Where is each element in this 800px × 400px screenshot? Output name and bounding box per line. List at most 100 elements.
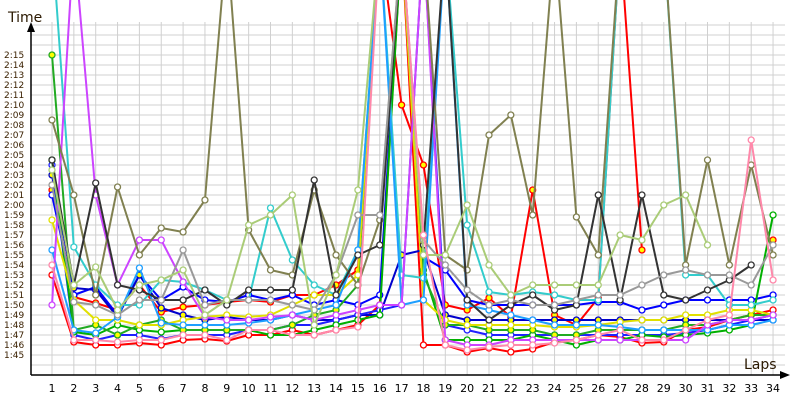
y-tick-label: 2:13 [4,71,24,81]
y-tick-label: 1:45 [4,351,24,361]
x-tick-label: 21 [482,382,496,395]
data-point [638,281,646,289]
data-point [179,278,187,286]
data-point [113,183,122,191]
data-point [310,176,318,184]
data-point [529,341,537,349]
data-point [747,261,755,269]
data-point [48,51,56,59]
x-tick-label: 14 [329,382,343,395]
data-point [288,321,297,329]
data-point [463,296,471,304]
data-point [747,316,755,324]
series-blue-2 [48,0,777,344]
data-point [507,311,515,319]
x-tick-label: 5 [136,382,143,395]
data-point [157,304,165,312]
data-point [266,286,275,294]
data-point [419,341,428,349]
y-tick-label: 2:01 [4,191,24,201]
data-point [223,316,231,324]
data-point [179,266,187,274]
data-point [288,311,297,319]
data-point [660,326,668,334]
data-point [201,301,209,309]
data-point [703,271,712,279]
y-tick-label: 2:15 [4,51,24,61]
x-tick-label: 16 [373,382,387,395]
data-point [747,301,755,309]
data-point [135,251,144,259]
y-tick-label: 1:56 [4,241,24,251]
y-tick-label: 1:51 [4,291,24,301]
data-point [529,301,537,309]
data-point [354,251,362,259]
data-point [157,276,165,284]
data-point [179,246,187,254]
data-point [725,311,733,319]
data-point [485,131,493,139]
data-point [419,296,428,304]
data-point [660,336,668,344]
data-point [507,341,515,349]
data-point [135,236,144,244]
data-point [747,136,755,144]
data-point [288,256,297,264]
data-point [660,291,668,299]
data-point [266,326,275,334]
data-point [572,321,581,329]
x-tick-label: 28 [635,382,649,395]
data-point [92,329,100,337]
data-point [201,196,209,204]
data-point [419,251,428,259]
data-point [135,281,144,289]
y-axis-arrow-icon [27,22,35,32]
series-line-red [51,0,774,353]
data-point [769,276,777,284]
y-tick-label: 1:50 [4,301,24,311]
data-point [682,296,690,304]
y-tick-label: 2:10 [4,101,24,111]
data-point [354,323,362,331]
data-point [92,316,100,324]
data-point [703,241,712,249]
x-axis-label: Laps [744,357,777,373]
data-point [572,281,581,289]
data-point [179,296,187,304]
series-line-dark-gray [51,0,752,321]
data-point [725,271,733,279]
data-point [660,301,668,309]
data-point [135,264,144,272]
y-tick-label: 2:04 [4,161,24,171]
data-point [113,338,122,346]
x-tick-label: 7 [180,382,187,395]
data-point [70,191,78,199]
data-point [201,321,209,329]
data-point [529,211,537,219]
data-point [485,261,493,269]
data-point [441,251,449,259]
data-point [244,221,253,229]
y-tick-label: 2:12 [4,81,24,91]
series-line-turquoise [55,0,774,306]
data-point [266,296,275,304]
x-tick-label: 32 [722,382,736,395]
data-point [507,111,515,119]
x-tick-label: 9 [223,382,230,395]
x-tick-label: 30 [679,382,693,395]
data-point [70,281,78,289]
data-point [660,316,668,324]
data-point [288,301,297,309]
data-point [419,161,428,169]
data-point [157,236,165,244]
series-group [48,0,777,356]
data-point [594,331,602,339]
data-point [157,224,165,232]
data-point [594,251,602,259]
data-point [550,291,559,299]
data-point [397,301,406,309]
x-tick-label: 23 [526,382,540,395]
data-point [332,311,340,319]
data-point [354,186,362,194]
